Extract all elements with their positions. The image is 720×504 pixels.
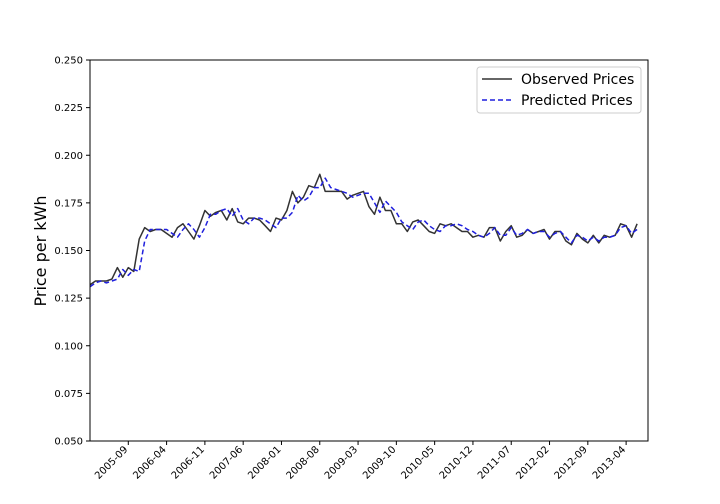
- y-axis-label: Price per kWh: [31, 195, 50, 306]
- y-tick-label: 0.200: [54, 151, 83, 162]
- series-layer: [90, 173, 638, 288]
- y-tick-label: 0.225: [54, 103, 83, 114]
- y-tick-label: 0.125: [54, 294, 83, 305]
- legend: Observed Prices Predicted Prices: [476, 66, 642, 114]
- legend-predicted-label: Predicted Prices: [521, 93, 633, 109]
- legend-box: [476, 66, 642, 114]
- y-tick-label: 0.075: [54, 389, 83, 400]
- y-tick-label: 0.100: [54, 341, 83, 352]
- y-tick-label: 0.175: [54, 198, 83, 209]
- y-axis: 0.050 0.075 0.100 0.125 0.150 0.175 0.200 0.225…: [54, 56, 90, 448]
- legend-observed-label: Observed Prices: [521, 72, 634, 88]
- y-tick-label: 0.050: [54, 437, 83, 448]
- y-tick-label: 0.250: [54, 56, 83, 67]
- y-tick-label: 0.150: [54, 246, 83, 257]
- observed-prices-line: [90, 173, 638, 286]
